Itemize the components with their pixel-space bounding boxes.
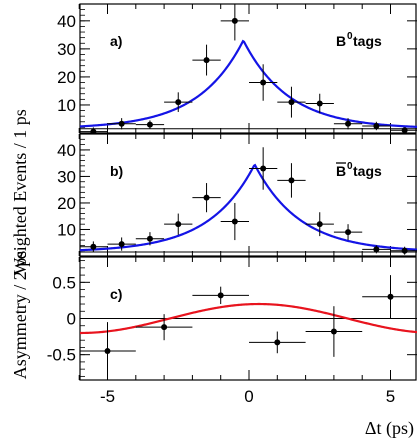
panel-label: c) bbox=[110, 286, 122, 302]
fit-curve bbox=[80, 302, 417, 335]
y-axis-title-top-group: Weighted Events / 1 ps bbox=[10, 109, 30, 275]
marker bbox=[231, 218, 238, 225]
y-tick-label: 0.5 bbox=[52, 273, 76, 292]
panel-frame bbox=[79, 133, 417, 257]
data-point bbox=[362, 275, 417, 319]
data-point bbox=[164, 92, 193, 112]
tag-b: B bbox=[336, 33, 346, 49]
x-axis-title: Δt (ps) bbox=[365, 418, 414, 439]
tag-suffix: tags bbox=[353, 163, 382, 179]
data-point bbox=[277, 163, 306, 198]
marker bbox=[288, 177, 295, 184]
y-tick-label: 40 bbox=[57, 141, 76, 160]
marker bbox=[274, 339, 281, 346]
fit-curve bbox=[80, 163, 417, 252]
data-point bbox=[305, 93, 334, 114]
panel-2: 10 20 30 40 b) B 0 tags bbox=[57, 133, 417, 257]
y-axis-title-top: Weighted Events / 1 ps bbox=[10, 109, 30, 275]
marker bbox=[316, 221, 323, 228]
panel-frame bbox=[79, 3, 417, 134]
marker bbox=[387, 293, 394, 300]
data-point bbox=[192, 44, 221, 76]
panel-label: a) bbox=[110, 33, 122, 49]
data-point bbox=[164, 213, 193, 235]
marker bbox=[161, 324, 168, 331]
data-point bbox=[390, 127, 417, 133]
y-tick-label: 40 bbox=[57, 12, 76, 31]
data-point bbox=[80, 241, 108, 253]
marker bbox=[217, 292, 224, 299]
y-tick-label: 30 bbox=[57, 167, 76, 186]
marker bbox=[260, 165, 267, 172]
marker bbox=[90, 243, 97, 250]
y-tick-label: 20 bbox=[57, 68, 76, 87]
data-point bbox=[135, 232, 165, 246]
marker bbox=[373, 246, 380, 253]
marker bbox=[330, 328, 337, 335]
marker bbox=[288, 99, 295, 106]
marker bbox=[260, 79, 267, 86]
data-point bbox=[107, 118, 136, 130]
data-point bbox=[333, 118, 363, 130]
marker bbox=[203, 194, 210, 201]
x-tick-label: -5 bbox=[100, 387, 115, 406]
y-tick-label: 0 bbox=[67, 310, 76, 329]
fit-curve bbox=[80, 39, 417, 128]
marker bbox=[316, 100, 323, 107]
marker bbox=[345, 229, 352, 236]
x-tick-label: 0 bbox=[244, 387, 253, 406]
marker bbox=[345, 120, 352, 127]
y-tick-label: 30 bbox=[57, 40, 76, 59]
y-tick-label: -0.5 bbox=[47, 346, 76, 365]
data-point bbox=[107, 237, 136, 251]
y-tick-label: 20 bbox=[57, 194, 76, 213]
marker bbox=[146, 121, 153, 128]
data-point bbox=[390, 246, 417, 255]
marker bbox=[175, 99, 182, 106]
marker bbox=[104, 348, 111, 355]
panel-label: b) bbox=[110, 163, 123, 179]
data-point bbox=[80, 127, 108, 133]
data-point bbox=[249, 331, 306, 354]
marker bbox=[401, 127, 408, 133]
panel-3: 0.5 0 -0.5 c) -5 0 5 bbox=[47, 256, 417, 406]
data-point bbox=[305, 306, 363, 357]
data-point bbox=[135, 120, 165, 129]
tag-sup: 0 bbox=[347, 161, 353, 172]
marker bbox=[203, 57, 210, 64]
data-point bbox=[249, 147, 278, 190]
x-tick-label: 5 bbox=[386, 387, 395, 406]
data-point bbox=[305, 212, 334, 237]
tag-sup: 0 bbox=[347, 31, 353, 42]
marker bbox=[146, 235, 153, 242]
data-point bbox=[249, 64, 278, 101]
data-point bbox=[362, 245, 391, 254]
data-point bbox=[80, 322, 136, 380]
marker bbox=[231, 17, 238, 24]
data-point bbox=[135, 314, 193, 341]
data-point bbox=[220, 4, 249, 41]
y-axis-title-bottom: Asymmetry / 2 ps bbox=[10, 251, 30, 380]
data-point bbox=[333, 224, 363, 241]
data-point bbox=[277, 86, 306, 118]
data-point bbox=[192, 183, 221, 213]
marker bbox=[401, 247, 408, 254]
y-tick-label: 10 bbox=[57, 96, 76, 115]
marker bbox=[118, 120, 125, 127]
y-tick-label: 10 bbox=[57, 220, 76, 239]
data-point bbox=[220, 202, 249, 241]
tag-b: B bbox=[336, 163, 346, 179]
marker bbox=[118, 241, 125, 248]
y-axis-title-bottom-group: Asymmetry / 2 ps bbox=[10, 251, 30, 380]
marker bbox=[90, 128, 97, 133]
tag-suffix: tags bbox=[353, 33, 382, 49]
marker bbox=[373, 122, 380, 129]
data-point bbox=[362, 121, 391, 131]
panel-1: 10 20 30 40 a) B 0 tags bbox=[57, 3, 417, 134]
marker bbox=[175, 221, 182, 228]
data-point bbox=[192, 286, 249, 305]
